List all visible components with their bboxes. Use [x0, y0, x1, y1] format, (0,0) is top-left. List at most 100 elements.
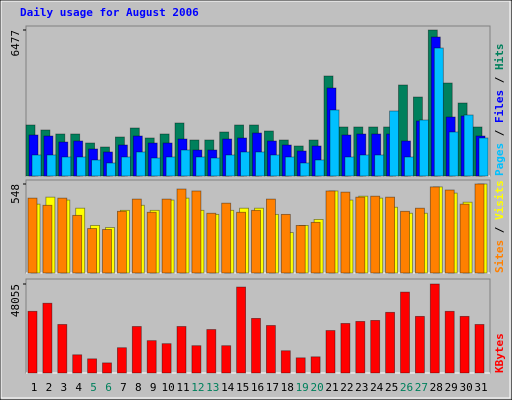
bar: [265, 198, 276, 274]
bar: [206, 212, 217, 274]
bar: [146, 340, 157, 374]
legend-entry: Hits: [493, 44, 506, 71]
bar: [42, 302, 53, 374]
x-tick-label: 21: [325, 381, 338, 394]
bar: [251, 209, 261, 274]
bar: [385, 196, 396, 274]
bar: [374, 154, 385, 177]
bar: [459, 315, 470, 374]
x-tick-label: 29: [445, 381, 458, 394]
bar: [474, 324, 485, 374]
bar: [429, 186, 440, 274]
bar: [265, 325, 276, 374]
x-tick-label: 20: [310, 381, 323, 394]
bar: [106, 162, 116, 177]
bar: [236, 211, 247, 274]
bar: [280, 350, 291, 374]
bar: [176, 188, 187, 274]
x-tick-label: 14: [221, 381, 235, 394]
legend: Pages / Files / Hits: [493, 44, 506, 177]
x-tick-label: 6: [105, 381, 112, 394]
bar: [251, 317, 261, 374]
x-tick-label: 9: [150, 381, 157, 394]
x-tick-label: 3: [60, 381, 67, 394]
x-tick-label: 23: [355, 381, 368, 394]
bar: [269, 154, 280, 177]
bar: [310, 221, 321, 274]
bar: [165, 156, 176, 177]
x-tick-label: 19: [296, 381, 309, 394]
x-tick-label: 12: [191, 381, 204, 394]
bar: [76, 156, 87, 177]
bar: [131, 198, 142, 274]
x-tick-label: 25: [385, 381, 398, 394]
legend-entry: Visits: [493, 180, 506, 220]
bar: [370, 195, 381, 274]
legend-entry: KBytes: [493, 333, 506, 373]
bar: [340, 191, 351, 274]
bar: [117, 210, 127, 274]
bar: [414, 207, 425, 274]
x-tick-label: 2: [46, 381, 53, 394]
bar: [240, 151, 251, 177]
bar: [31, 154, 42, 177]
bar: [295, 225, 306, 274]
x-tick-label: 22: [340, 381, 353, 394]
legend-separator: /: [493, 123, 506, 143]
bar: [255, 151, 265, 177]
bar: [117, 347, 127, 374]
bar: [444, 189, 455, 274]
bar: [325, 190, 336, 274]
bar: [478, 137, 489, 177]
x-tick-label: 10: [161, 381, 174, 394]
bar: [433, 47, 444, 177]
bar: [355, 196, 366, 274]
x-tick-label: 26: [400, 381, 413, 394]
bar: [27, 197, 38, 274]
bar: [325, 330, 336, 374]
bar: [225, 154, 236, 177]
bar: [57, 197, 68, 274]
bar: [329, 109, 340, 177]
bar: [221, 202, 232, 274]
y-tick-label: 6477: [9, 30, 22, 57]
x-tick-label: 13: [206, 381, 219, 394]
bar: [72, 354, 83, 374]
bar: [444, 310, 455, 374]
bar: [400, 210, 410, 274]
bar: [195, 156, 206, 177]
bar: [280, 213, 291, 274]
x-tick-label: 16: [251, 381, 264, 394]
bar: [121, 156, 131, 177]
x-tick-label: 8: [135, 381, 142, 394]
bar: [102, 362, 112, 374]
x-tick-label: 15: [236, 381, 249, 394]
x-tick-label: 1: [31, 381, 38, 394]
bar: [310, 356, 321, 374]
bar: [161, 343, 172, 374]
bar: [131, 326, 142, 374]
bar: [191, 345, 202, 374]
bar: [295, 357, 306, 374]
bar: [355, 321, 366, 374]
legend-entry: Sites: [493, 240, 506, 273]
bar: [459, 203, 470, 274]
x-tick-label: 24: [370, 381, 384, 394]
bar: [206, 329, 217, 374]
bar: [135, 151, 146, 177]
bar: [299, 162, 310, 177]
x-tick-label: 7: [120, 381, 127, 394]
legend-separator: /: [493, 220, 506, 240]
bar: [180, 149, 191, 177]
bar: [474, 183, 485, 274]
x-tick-label: 11: [176, 381, 189, 394]
x-tick-label: 31: [474, 381, 487, 394]
bar: [389, 110, 400, 177]
bar: [448, 131, 459, 177]
bar: [146, 211, 157, 274]
bar: [42, 204, 53, 274]
legend-separator: /: [493, 70, 506, 90]
bar: [418, 119, 429, 177]
